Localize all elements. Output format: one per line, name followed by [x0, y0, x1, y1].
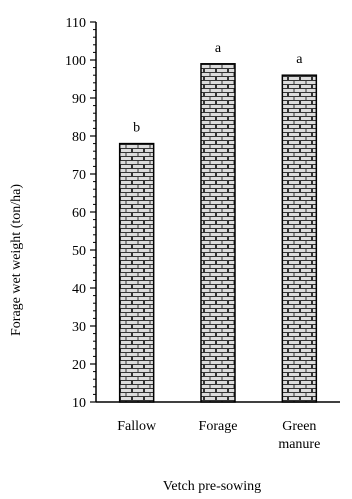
x-tick-label: Fallow — [117, 419, 157, 434]
bar — [281, 74, 318, 403]
x-axis: Fallow Forage Green manure — [96, 401, 340, 452]
bar — [118, 142, 155, 403]
bars-layer: b a a — [118, 41, 318, 403]
y-axis: 10 20 30 40 50 60 70 80 90 100 110 — [65, 16, 97, 411]
y-tick-label: 100 — [65, 54, 86, 69]
y-tick-label: 40 — [72, 282, 86, 297]
significance-label: b — [133, 121, 140, 136]
y-tick-label: 30 — [72, 320, 86, 335]
y-tick-label: 60 — [72, 206, 86, 221]
x-tick-label: Forage — [199, 419, 238, 434]
x-tick-label: Green — [282, 419, 316, 434]
y-tick-label: 110 — [66, 16, 86, 31]
significance-label: a — [215, 41, 222, 56]
x-axis-title: Vetch pre-sowing — [163, 479, 261, 494]
y-tick-label: 20 — [72, 358, 86, 373]
y-tick-label: 70 — [72, 168, 86, 183]
x-tick-label: manure — [278, 437, 320, 452]
y-tick-label: 10 — [72, 396, 86, 411]
y-tick-label: 90 — [72, 92, 86, 107]
y-tick-label: 50 — [72, 244, 86, 259]
y-tick-label: 80 — [72, 130, 86, 145]
bar — [200, 63, 236, 403]
significance-label: a — [296, 52, 303, 67]
y-axis-title: Forage wet weight (ton/ha) — [9, 184, 24, 336]
